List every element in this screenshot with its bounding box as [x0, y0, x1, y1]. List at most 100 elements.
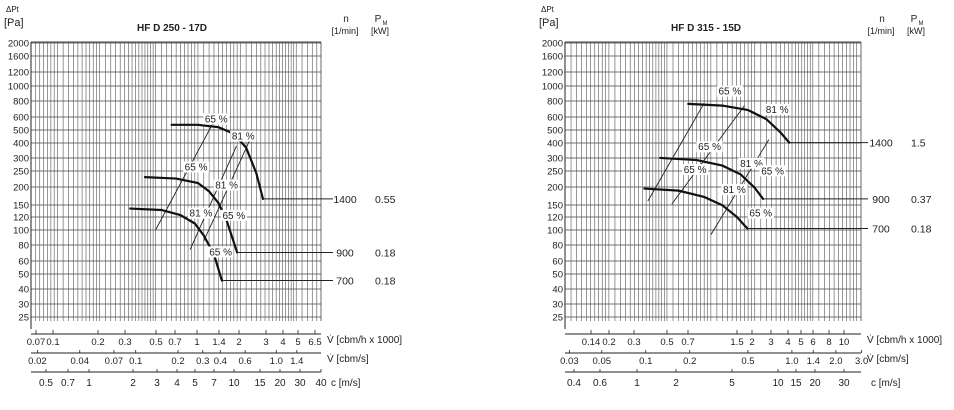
x3-tick-label: 10 — [772, 378, 784, 389]
x3-tick-label: 20 — [809, 378, 821, 389]
x1-tick-label: 0.07 — [27, 337, 46, 348]
power-unit: [kW] — [907, 26, 925, 36]
y-tick-label: 25 — [552, 313, 563, 324]
fan-curve-1400 — [687, 102, 791, 144]
speed-value: 1400 — [869, 138, 893, 150]
y-axis-label: ΔPt — [541, 5, 555, 14]
x1-tick-label: 6 — [810, 337, 815, 348]
y-tick-label: 400 — [13, 139, 29, 150]
y-tick-label: 120 — [547, 213, 563, 224]
x1-tick-label: 3 — [768, 337, 773, 348]
y-tick-label: 100 — [547, 226, 563, 237]
y-axis-unit: [Pa] — [4, 17, 24, 29]
power-value: 0.55 — [375, 194, 396, 206]
y-tick-label: 1000 — [542, 82, 563, 93]
power-header: P — [375, 14, 382, 25]
efficiency-line — [671, 105, 745, 205]
x3-tick-label: 5 — [729, 378, 735, 389]
x3-tick-label: 4 — [174, 378, 180, 389]
x1-tick-label: 2 — [236, 337, 241, 348]
fan-curve-900 — [659, 156, 765, 201]
x3-tick-label: 1 — [86, 378, 92, 389]
x3-tick-label: 40 — [315, 378, 327, 389]
speed-unit: [1/min] — [867, 26, 894, 36]
y-tick-label: 50 — [18, 270, 29, 281]
x2-tick-label: 0.2 — [683, 356, 696, 367]
fan-curve-700 — [643, 187, 749, 230]
efficiency-label-bg — [716, 85, 743, 97]
x1-tick-label: 0.3 — [118, 337, 131, 348]
x3-tick-label: 2 — [130, 378, 136, 389]
x3-tick-label: 2 — [673, 378, 679, 389]
efficiency-label: 81 % — [766, 105, 789, 116]
speed-value: 900 — [872, 194, 890, 206]
efficiency-label: 81 % — [215, 181, 238, 192]
x3-tick-label: 7 — [211, 378, 217, 389]
x2-tick-label: 3.0 — [855, 356, 868, 367]
x1-tick-label: 0.7 — [681, 337, 694, 348]
efficiency-label: 65 % — [698, 142, 721, 153]
x2-tick-label: 0.04 — [71, 356, 90, 367]
x3-tick-label: 20 — [274, 378, 286, 389]
x1-axis-label: V̇ [cbm/h x 1000] — [327, 333, 402, 346]
x2-tick-label: 0.4 — [214, 356, 227, 367]
x2-tick-label: 0.6 — [238, 356, 251, 367]
x1-tick-label: 3 — [263, 337, 268, 348]
speed-header: n — [879, 14, 885, 25]
x2-tick-label: 0.02 — [28, 356, 47, 367]
x1-tick-label: 0.2 — [602, 337, 615, 348]
chart-2: ΔPt [Pa] HF D 315 - 15D n[1/min] P M[kW] 2000 1… — [539, 5, 942, 389]
efficiency-label: 81 % — [190, 209, 213, 220]
efficiency-label-bg — [759, 165, 786, 177]
efficiency-label-bg — [747, 207, 774, 219]
x2-tick-label: 0.3 — [196, 356, 209, 367]
x3-tick-label: 15 — [254, 378, 266, 389]
y-tick-label: 1200 — [8, 68, 29, 79]
y-tick-label: 600 — [13, 113, 29, 124]
y-tick-label: 50 — [552, 270, 563, 281]
efficiency-label-bg — [203, 113, 230, 125]
x1-tick-label: 8 — [826, 337, 831, 348]
x2-tick-label: 0.5 — [741, 356, 754, 367]
efficiency-label: 65 % — [222, 211, 245, 222]
x3-tick-label: 10 — [228, 378, 240, 389]
efficiency-label: 65 % — [749, 209, 772, 220]
y-tick-label: 250 — [13, 167, 29, 178]
efficiency-label: 81 % — [740, 159, 763, 170]
efficiency-label-bg — [187, 207, 214, 219]
y-tick-label: 400 — [547, 139, 563, 150]
efficiency-label-bg — [230, 130, 257, 142]
power-value: 0.37 — [911, 194, 932, 206]
efficiency-label-bg — [738, 157, 765, 169]
x1-tick-label: 6.5 — [308, 337, 321, 348]
power-value: 1.5 — [911, 138, 926, 150]
x1-tick-label: 10 — [839, 337, 850, 348]
y-tick-label: 250 — [547, 167, 563, 178]
efficiency-label: 65 % — [761, 166, 784, 177]
x2-tick-label: 0.07 — [105, 356, 124, 367]
efficiency-label-bg — [183, 161, 210, 173]
chart-title: HF D 315 - 15D — [671, 23, 741, 34]
x2-tick-label: 1.4 — [807, 356, 820, 367]
x3-tick-label: 1 — [634, 378, 640, 389]
y-tick-label: 2000 — [542, 39, 563, 50]
x1-tick-label: 0.2 — [91, 337, 104, 348]
power-header-sub: M — [919, 21, 924, 27]
y-tick-label: 30 — [18, 300, 29, 311]
speed-value: 1400 — [333, 194, 357, 206]
x3-tick-label: 30 — [294, 378, 306, 389]
x2-tick-label: 1.0 — [270, 356, 283, 367]
x3-axis-label: c [m/s] — [331, 378, 361, 389]
chart-1: ΔPt [Pa] HF D 250 - 17D n[1/min] P M[kW] 2000 1… — [4, 5, 402, 389]
efficiency-label: 65 % — [185, 162, 208, 173]
x1-tick-label: 2 — [749, 337, 754, 348]
x2-axis-label: V̇ [cbm/s] — [867, 352, 909, 365]
x1-axis-label: V̇ [cbm/h x 1000] — [867, 333, 942, 346]
y-tick-label: 150 — [547, 201, 563, 212]
y-tick-label: 80 — [552, 241, 563, 252]
y-tick-label: 120 — [13, 213, 29, 224]
y-tick-label: 30 — [552, 300, 563, 311]
x1-tick-label: 0.5 — [660, 337, 673, 348]
x3-tick-label: 0.4 — [567, 378, 581, 389]
